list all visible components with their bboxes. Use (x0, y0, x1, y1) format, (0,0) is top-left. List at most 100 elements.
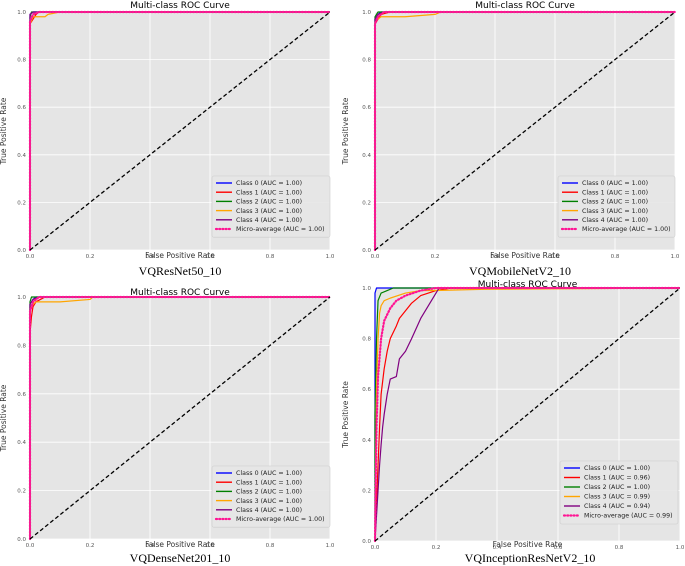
chance-diagonal-line (374, 287, 681, 542)
legend-label: Class 1 (AUC = 1.00) (236, 189, 302, 196)
x-tick-label: 0.0 (26, 543, 35, 549)
legend-label: Class 1 (AUC = 1.00) (582, 189, 648, 196)
legend-label: Micro-average (AUC = 0.99) (584, 513, 673, 520)
x-tick-label: 0.2 (86, 254, 95, 260)
x-tick-label: 0.8 (611, 254, 620, 260)
y-tick-label: 0.6 (17, 392, 26, 398)
legend-label: Class 1 (AUC = 1.00) (236, 479, 302, 486)
y-tick-label: 0.0 (17, 248, 26, 254)
x-tick-label: 0.6 (206, 254, 215, 260)
roc-chart-mobilenetv2: 0.0 0.2 0.4 0.6 0.8 1.0 0.0 0.2 0.4 0.6 0.8 1.0 Mult… (341, 1, 680, 260)
x-axis-label: False Positive Rate (490, 251, 560, 260)
legend-label: Class 0 (AUC = 1.00) (236, 470, 302, 477)
x-tick-label: 0.6 (554, 545, 563, 551)
x-tick-label: 0.4 (146, 543, 155, 549)
y-tick-label: 0.4 (17, 440, 26, 446)
x-tick-label: 0.2 (431, 254, 440, 260)
y-axis-label: True Positive Rate (341, 381, 350, 449)
legend-label: Micro-average (AUC = 1.00) (582, 226, 671, 233)
x-tick-label: 0.4 (491, 254, 500, 260)
legend-label: Class 2 (AUC = 1.00) (584, 484, 650, 491)
chance-diagonal-line (29, 11, 331, 251)
y-tick-label: 1.0 (17, 295, 26, 301)
x-tick-label: 0.0 (371, 545, 380, 551)
x-tick-label: 0.2 (432, 545, 441, 551)
y-tick-label: 1.0 (17, 10, 26, 16)
x-tick-label: 0.4 (493, 545, 502, 551)
y-tick-label: 1.0 (362, 10, 371, 16)
x-tick-label: 0.8 (266, 254, 275, 260)
y-axis-label: True Positive Rate (0, 97, 8, 165)
x-tick-label: 0.2 (86, 543, 95, 549)
roc-panel-mobilenetv2: 0.0 0.2 0.4 0.6 0.8 1.0 0.0 0.2 0.4 0.6 0.8 1.0 Mult… (340, 0, 685, 283)
roc-line-series-5 (373, 286, 682, 543)
roc-chart-densenet201: 0.0 0.2 0.4 0.6 0.8 1.0 0.0 0.2 0.4 0.6 0.8 1.0 Mult… (0, 288, 335, 549)
chart-title: Multi-class ROC Curve (475, 1, 575, 11)
y-tick-label: 0.4 (362, 153, 371, 159)
y-tick-label: 1.0 (362, 286, 371, 292)
y-tick-label: 0.2 (362, 200, 371, 206)
legend-label: Class 2 (AUC = 1.00) (236, 199, 302, 206)
caption-inceptionresnetv2: VQInceptionResNetV2_10 (464, 551, 596, 565)
roc-chart-inceptionresnetv2: 0.0 0.2 0.4 0.6 0.8 1.0 0.0 0.2 0.4 0.6 0.8 1.0 Mult… (341, 280, 685, 551)
chance-diagonal-line (29, 296, 331, 540)
roc-line-series-1 (374, 287, 680, 542)
y-tick-label: 0.6 (17, 105, 26, 111)
caption-resnet50: VQResNet50_10 (138, 264, 222, 278)
y-axis-label: True Positive Rate (341, 97, 350, 165)
x-tick-label: 1.0 (326, 254, 335, 260)
x-tick-label: 0.4 (146, 254, 155, 260)
legend-label: Class 4 (AUC = 0.94) (584, 503, 650, 510)
x-tick-label: 0.6 (551, 254, 560, 260)
roc-line-series-5 (28, 10, 332, 252)
x-tick-label: 1.0 (676, 545, 685, 551)
legend-label: Class 3 (AUC = 1.00) (236, 498, 302, 505)
x-axis-label: False Positive Rate (493, 540, 563, 549)
legend-label: Class 3 (AUC = 1.00) (236, 208, 302, 215)
legend-box (559, 460, 679, 525)
y-tick-label: 0.8 (17, 58, 26, 64)
y-tick-label: 0.6 (362, 387, 371, 393)
chart-title: Multi-class ROC Curve (130, 288, 230, 298)
legend-label: Micro-average (AUC = 1.00) (236, 226, 325, 233)
x-tick-label: 1.0 (326, 543, 335, 549)
x-tick-label: 1.0 (671, 254, 680, 260)
x-axis-label: False Positive Rate (145, 540, 215, 549)
x-tick-label: 0.8 (266, 543, 275, 549)
y-tick-label: 0.8 (17, 343, 26, 349)
y-tick-label: 0.0 (17, 537, 26, 543)
y-tick-label: 0.4 (17, 153, 26, 159)
y-tick-label: 0.6 (362, 105, 371, 111)
legend-label: Class 0 (AUC = 1.00) (236, 180, 302, 187)
legend-label: Class 2 (AUC = 1.00) (236, 489, 302, 496)
y-axis-label: True Positive Rate (0, 384, 8, 452)
y-tick-label: 0.2 (17, 489, 26, 495)
legend-box (557, 175, 676, 238)
x-tick-label: 0.0 (371, 254, 380, 260)
legend-box (211, 175, 331, 238)
chart-title: Multi-class ROC Curve (130, 1, 230, 11)
legend-label: Class 1 (AUC = 0.96) (584, 475, 650, 482)
roc-line-series-3 (374, 287, 681, 542)
x-tick-label: 0.6 (206, 543, 215, 549)
legend-label: Micro-average (AUC = 1.00) (236, 516, 325, 523)
roc-panel-densenet201: 0.0 0.2 0.4 0.6 0.8 1.0 0.0 0.2 0.4 0.6 0.8 1.0 Mult… (0, 283, 340, 566)
x-axis-label: False Positive Rate (145, 251, 215, 260)
y-tick-label: 0.0 (362, 248, 371, 254)
caption-densenet201: VQDenseNet201_10 (129, 551, 231, 565)
legend-box (211, 465, 331, 528)
y-tick-label: 0.0 (362, 539, 371, 545)
y-tick-label: 0.2 (362, 488, 371, 494)
roc-line-series-4 (374, 287, 680, 542)
legend-label: Class 3 (AUC = 0.99) (584, 494, 650, 501)
roc-line-series-5 (28, 295, 332, 541)
roc-line-series-2 (374, 287, 680, 541)
legend-label: Class 2 (AUC = 1.00) (582, 199, 648, 206)
legend-label: Class 0 (AUC = 1.00) (584, 465, 650, 472)
y-tick-label: 0.4 (362, 438, 371, 444)
chart-title: Multi-class ROC Curve (478, 280, 578, 290)
roc-panel-inceptionresnetv2: 0.0 0.2 0.4 0.6 0.8 1.0 0.0 0.2 0.4 0.6 0.8 1.0 Mult… (340, 280, 685, 566)
y-tick-label: 0.8 (362, 337, 371, 343)
y-tick-label: 0.2 (17, 200, 26, 206)
legend-label: Class 4 (AUC = 1.00) (236, 507, 302, 514)
